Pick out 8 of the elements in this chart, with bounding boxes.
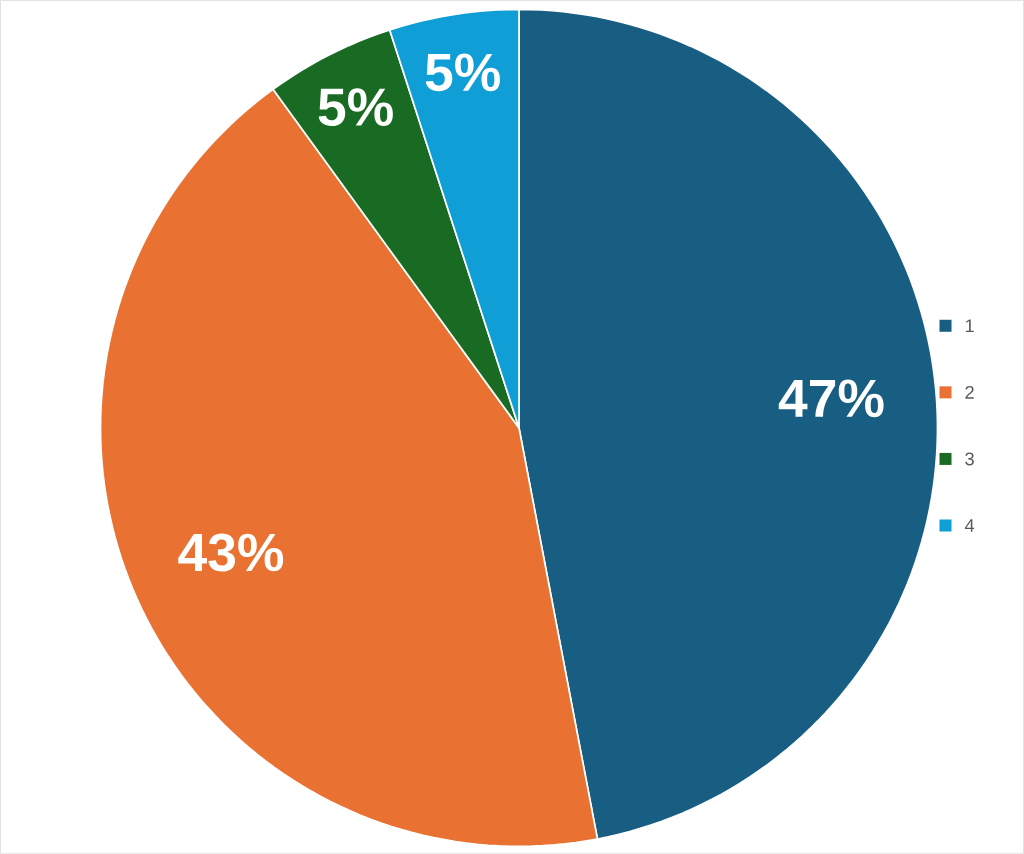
legend-label: 2 [965, 386, 974, 399]
legend-label: 3 [965, 452, 974, 466]
legend-label: 1 [965, 319, 974, 333]
data-label: 5% [318, 88, 393, 127]
legend-label: 4 [964, 519, 975, 532]
data-label: 5% [425, 53, 500, 92]
data-label: 43% [178, 533, 284, 572]
data-label: 47% [778, 379, 884, 418]
